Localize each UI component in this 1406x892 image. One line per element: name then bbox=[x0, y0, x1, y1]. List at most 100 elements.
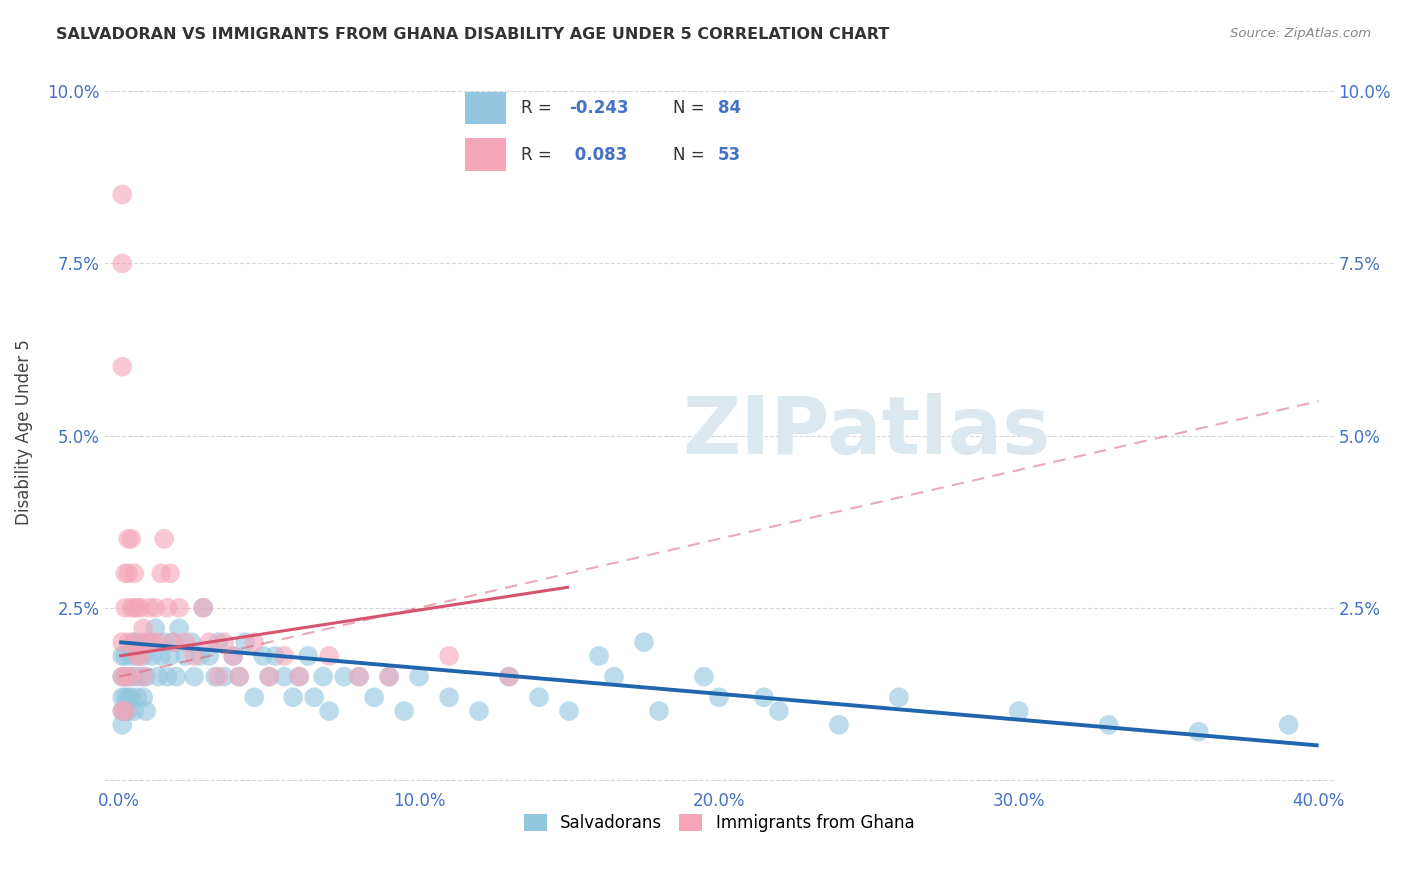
Point bbox=[633, 635, 655, 649]
Point bbox=[141, 648, 163, 663]
Point bbox=[437, 690, 460, 705]
Point bbox=[120, 532, 142, 546]
Point bbox=[648, 704, 671, 718]
Text: SALVADORAN VS IMMIGRANTS FROM GHANA DISABILITY AGE UNDER 5 CORRELATION CHART: SALVADORAN VS IMMIGRANTS FROM GHANA DISA… bbox=[56, 27, 890, 42]
Point bbox=[297, 648, 319, 663]
Point bbox=[312, 670, 335, 684]
Text: 84: 84 bbox=[718, 99, 741, 117]
Point bbox=[174, 635, 197, 649]
Point bbox=[132, 621, 155, 635]
Point bbox=[468, 704, 491, 718]
Point bbox=[117, 690, 139, 705]
Point bbox=[174, 648, 197, 663]
Point bbox=[159, 648, 181, 663]
Point bbox=[283, 690, 305, 705]
Point bbox=[498, 670, 520, 684]
Point bbox=[752, 690, 775, 705]
Point bbox=[228, 670, 250, 684]
Point bbox=[1098, 718, 1121, 732]
Point bbox=[143, 621, 166, 635]
Point bbox=[707, 690, 730, 705]
Text: N =: N = bbox=[673, 146, 710, 164]
Point bbox=[129, 670, 152, 684]
Point bbox=[212, 635, 235, 649]
Point bbox=[132, 670, 155, 684]
Point bbox=[129, 648, 152, 663]
Point bbox=[117, 670, 139, 684]
Point bbox=[222, 648, 245, 663]
Point bbox=[111, 256, 134, 270]
Text: -0.243: -0.243 bbox=[569, 99, 628, 117]
Point bbox=[162, 635, 184, 649]
Text: ZIPatlas: ZIPatlas bbox=[682, 393, 1050, 471]
Point bbox=[183, 648, 205, 663]
Point bbox=[243, 635, 266, 649]
Point bbox=[120, 670, 142, 684]
Legend: Salvadorans, Immigrants from Ghana: Salvadorans, Immigrants from Ghana bbox=[517, 807, 921, 838]
Point bbox=[135, 670, 157, 684]
Point bbox=[111, 359, 134, 374]
Text: R =: R = bbox=[520, 99, 557, 117]
Point bbox=[207, 670, 229, 684]
Point bbox=[167, 600, 190, 615]
Point bbox=[120, 648, 142, 663]
Point bbox=[165, 670, 187, 684]
Point bbox=[222, 648, 245, 663]
Point bbox=[558, 704, 581, 718]
Point bbox=[127, 648, 149, 663]
Point bbox=[347, 670, 370, 684]
Point bbox=[111, 187, 134, 202]
Point bbox=[198, 635, 221, 649]
Point bbox=[408, 670, 430, 684]
Point bbox=[378, 670, 401, 684]
Point bbox=[120, 690, 142, 705]
Point bbox=[127, 600, 149, 615]
Point bbox=[188, 648, 211, 663]
Point bbox=[117, 532, 139, 546]
Point bbox=[148, 635, 170, 649]
Point bbox=[198, 648, 221, 663]
Bar bbox=[465, 137, 506, 170]
Point bbox=[120, 600, 142, 615]
Text: Source: ZipAtlas.com: Source: ZipAtlas.com bbox=[1230, 27, 1371, 40]
Point bbox=[392, 704, 415, 718]
Point bbox=[302, 690, 325, 705]
Text: R =: R = bbox=[520, 146, 557, 164]
Point bbox=[150, 566, 173, 581]
Point bbox=[257, 670, 280, 684]
Text: N =: N = bbox=[673, 99, 710, 117]
Point bbox=[141, 635, 163, 649]
Point bbox=[243, 690, 266, 705]
Point bbox=[129, 635, 152, 649]
Point bbox=[114, 600, 136, 615]
Point bbox=[318, 704, 340, 718]
Point bbox=[180, 635, 202, 649]
Point bbox=[122, 635, 145, 649]
Point bbox=[887, 690, 910, 705]
Point bbox=[498, 670, 520, 684]
Point bbox=[122, 704, 145, 718]
Point bbox=[207, 635, 229, 649]
Point bbox=[129, 600, 152, 615]
Point bbox=[288, 670, 311, 684]
Point bbox=[153, 532, 176, 546]
Point bbox=[204, 670, 226, 684]
Point bbox=[153, 635, 176, 649]
Point bbox=[212, 670, 235, 684]
Point bbox=[363, 690, 385, 705]
Point bbox=[111, 704, 134, 718]
Point bbox=[588, 648, 610, 663]
Point bbox=[437, 648, 460, 663]
Point bbox=[114, 670, 136, 684]
Text: 53: 53 bbox=[718, 146, 741, 164]
Point bbox=[127, 690, 149, 705]
Point bbox=[193, 600, 215, 615]
Point bbox=[114, 566, 136, 581]
Point bbox=[127, 648, 149, 663]
Point bbox=[122, 670, 145, 684]
Point bbox=[183, 670, 205, 684]
Point bbox=[138, 635, 160, 649]
Point bbox=[159, 566, 181, 581]
Point bbox=[252, 648, 274, 663]
Point bbox=[117, 704, 139, 718]
